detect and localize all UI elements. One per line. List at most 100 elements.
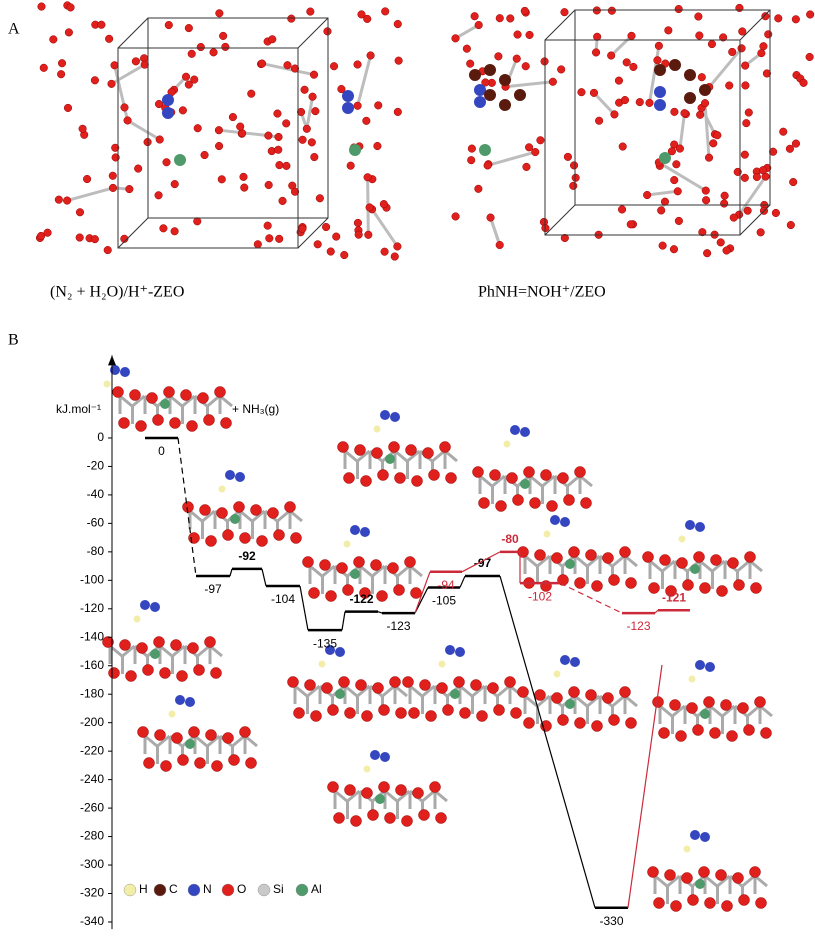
atom <box>315 194 324 203</box>
atom <box>389 676 401 688</box>
atom <box>442 704 454 716</box>
atom <box>740 150 749 159</box>
atom <box>728 47 737 56</box>
atom <box>700 709 710 719</box>
connector <box>341 611 346 631</box>
atom <box>308 92 317 101</box>
atom <box>648 582 660 594</box>
atom <box>591 48 601 57</box>
atom <box>112 386 124 398</box>
atom <box>761 12 770 21</box>
atom <box>733 579 745 591</box>
atom <box>103 380 111 388</box>
atom <box>176 670 188 682</box>
connector <box>377 611 383 614</box>
atom <box>222 732 234 744</box>
atom <box>263 221 272 230</box>
atom <box>670 900 682 912</box>
atom <box>560 517 570 527</box>
atom <box>175 695 185 705</box>
atom <box>614 76 623 85</box>
atom <box>164 20 173 30</box>
atom <box>108 667 120 679</box>
bond <box>371 564 386 578</box>
atom <box>506 472 518 484</box>
atom <box>472 466 484 478</box>
bond <box>624 554 638 568</box>
atom <box>332 232 341 241</box>
bond <box>119 394 133 408</box>
atom <box>512 494 524 506</box>
atom <box>63 103 73 112</box>
atom <box>654 64 666 76</box>
atom <box>789 178 798 187</box>
atom <box>445 645 455 655</box>
legend-swatch <box>153 883 167 897</box>
atom <box>364 230 373 239</box>
atom <box>274 145 283 154</box>
atom <box>429 781 441 793</box>
atom <box>709 727 721 739</box>
bond <box>121 644 136 658</box>
atom <box>363 765 371 773</box>
bond <box>231 734 246 748</box>
bond <box>359 564 373 578</box>
atom <box>125 670 137 682</box>
atom <box>503 440 511 448</box>
atom <box>669 699 681 711</box>
atom <box>563 152 572 161</box>
atom <box>704 897 716 909</box>
bond <box>370 208 399 248</box>
atom <box>267 147 276 156</box>
atom <box>619 686 631 698</box>
bond <box>479 474 493 488</box>
atom <box>669 245 679 254</box>
atom <box>673 187 682 196</box>
atom <box>469 69 481 81</box>
atom <box>245 757 257 769</box>
atom <box>401 815 413 827</box>
atom <box>729 213 738 222</box>
atom <box>540 469 552 481</box>
atom <box>256 535 268 547</box>
atom <box>479 144 491 156</box>
atom <box>670 176 679 185</box>
atom <box>211 760 223 772</box>
atom <box>470 12 479 21</box>
atom <box>193 217 202 226</box>
atom <box>557 65 566 74</box>
bond <box>524 554 538 568</box>
bond <box>66 186 114 202</box>
atom <box>791 139 801 148</box>
atom <box>513 30 522 39</box>
atom <box>159 224 168 233</box>
bond <box>721 704 736 718</box>
bond <box>181 394 196 408</box>
atom <box>390 252 399 261</box>
atom <box>602 552 614 564</box>
atom <box>669 59 681 71</box>
atom <box>205 729 217 741</box>
bond <box>649 559 663 573</box>
atom <box>309 70 319 79</box>
atom <box>486 213 495 222</box>
atom <box>273 529 285 541</box>
atom <box>150 602 160 612</box>
atom <box>743 206 752 215</box>
atom <box>699 582 711 594</box>
atom <box>435 812 447 824</box>
atom <box>54 195 63 204</box>
atom <box>741 61 750 70</box>
atom <box>670 107 679 116</box>
atom <box>310 710 322 722</box>
atom <box>476 710 488 722</box>
atom <box>184 80 193 89</box>
atom <box>290 64 300 73</box>
atom <box>591 720 603 732</box>
atom <box>551 692 563 704</box>
atom <box>675 730 687 742</box>
atom <box>239 172 248 181</box>
connector <box>261 568 267 587</box>
atom <box>419 679 431 691</box>
atom <box>602 692 614 704</box>
